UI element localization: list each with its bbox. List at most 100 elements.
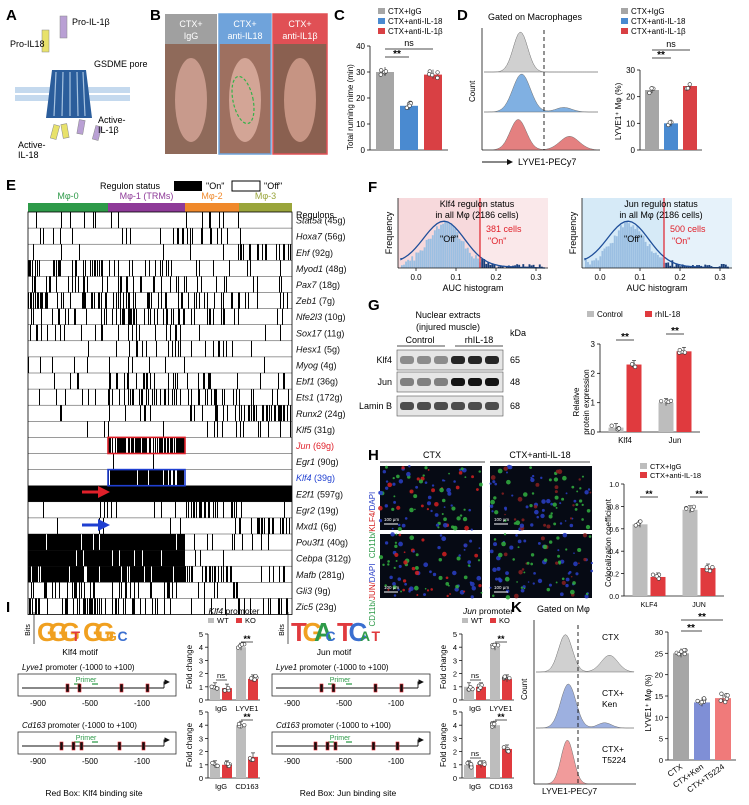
hist-bar <box>599 256 602 268</box>
regulon-label-pax7: Pax7 (18g) <box>296 280 340 290</box>
hist-bar <box>485 263 488 268</box>
hist-bar <box>499 266 502 268</box>
cell-dot <box>464 525 469 531</box>
data-point <box>629 362 635 367</box>
on-cells <box>108 550 185 567</box>
pro-il18-box <box>41 29 50 53</box>
bar <box>222 764 232 778</box>
data-point <box>723 699 728 705</box>
logo-letter: T <box>72 628 81 644</box>
pro-il18-label: Pro-IL18 <box>10 39 45 49</box>
cell-dot <box>426 501 432 506</box>
logo-letter: T <box>337 617 353 647</box>
hist-bar <box>613 235 616 268</box>
cell-dot <box>415 553 419 557</box>
cell-dot <box>509 545 514 550</box>
y-tick-label: 4 <box>453 643 457 652</box>
cell-dot <box>552 502 557 507</box>
cell-dot <box>393 594 397 597</box>
cell-dot <box>503 552 508 557</box>
cluster-bar-1 <box>108 203 185 212</box>
regulon-label-klf4: Klf4 (39g) <box>296 473 335 483</box>
muscle-anti-il18-tissue <box>229 58 261 142</box>
title-2: in all Mφ (2186 cells) <box>435 210 518 220</box>
on-cells <box>112 582 177 599</box>
on-block <box>28 485 108 502</box>
cell-dot <box>397 523 401 527</box>
cell-dot <box>557 560 562 564</box>
hist-bar <box>456 231 459 268</box>
active-il1b-label-2: IL-1β <box>98 125 119 135</box>
cell-dot <box>503 466 508 471</box>
cell-dot <box>426 589 430 592</box>
condition-label: CTX+ <box>602 688 624 698</box>
promoter-label: Lyve1 promoter (-1000 to +100) <box>22 663 135 672</box>
svg-text:CTX+IgG: CTX+IgG <box>388 7 422 16</box>
panel-letter-i: I <box>6 599 10 616</box>
hist-bar <box>675 264 678 268</box>
y-tick-label: 3 <box>199 656 203 665</box>
cell-dot <box>505 571 509 575</box>
k-ylabel2: LYVE1⁺ Mφ (%) <box>644 674 653 732</box>
y-tick-label: 0 <box>591 428 596 437</box>
cell-dot <box>540 536 545 541</box>
bar <box>476 764 486 778</box>
data-point <box>677 348 682 353</box>
cell-dot <box>565 577 570 582</box>
on-cells <box>122 228 184 245</box>
hist-bar <box>518 264 521 268</box>
data-point <box>225 761 231 766</box>
hist-bar <box>726 266 729 268</box>
cluster-label-2: Mφ-2 <box>201 191 222 201</box>
bits-label: Bits <box>25 624 32 636</box>
cluster-bar: Mφ-0 Mφ-1 (TRMs) Mφ-2 Mφ-3 <box>28 191 292 212</box>
svg-text:CD11b/KLF4/DAPI: CD11b/KLF4/DAPI <box>368 492 377 559</box>
cell-dot <box>463 548 466 551</box>
bar-1 <box>694 702 710 760</box>
cell-dot <box>540 513 545 519</box>
cell-dot <box>529 504 533 508</box>
hist-bar <box>585 259 587 268</box>
cell-dot <box>435 523 440 527</box>
hist-bar <box>644 241 647 268</box>
legend-wt-swatch <box>208 618 214 623</box>
svg-text:Control: Control <box>597 310 623 319</box>
cell-dot <box>478 547 481 550</box>
bar <box>490 725 500 778</box>
data-point <box>704 565 709 570</box>
bar <box>658 402 674 432</box>
hist-bar <box>405 261 407 268</box>
regulon-label-jun: Jun (69g) <box>295 441 334 451</box>
cell-dot <box>546 498 551 504</box>
cell-dot <box>463 575 468 580</box>
cell-dot <box>492 594 495 597</box>
hist-bar <box>493 264 496 268</box>
cell-dot <box>519 523 525 528</box>
bar <box>210 686 220 700</box>
cell-dot <box>506 464 512 470</box>
regulon-label-egr1: Egr1 (90g) <box>296 457 339 467</box>
on-block <box>239 485 292 502</box>
cell-dot <box>523 571 526 574</box>
blot-label: Lamin B <box>359 401 392 411</box>
category-label: Klf4 <box>618 436 632 445</box>
cluster-bar-3 <box>239 203 292 212</box>
bits-label: Bits <box>279 624 286 636</box>
legend-ko: KO <box>245 616 256 625</box>
on-cells <box>190 244 239 261</box>
hist-bar <box>704 264 707 268</box>
cell-dot <box>589 491 592 494</box>
on-cells <box>111 212 119 229</box>
on-cells <box>239 292 288 309</box>
y-tick-label: 2 <box>453 748 457 757</box>
photo-frame-red <box>272 13 328 155</box>
data-point <box>252 677 257 682</box>
off-label: "Off" <box>624 234 642 244</box>
cell-dot <box>423 562 429 568</box>
sig-star: ** <box>393 49 401 60</box>
on-cells <box>239 598 288 615</box>
y-tick-label: 0.0 <box>609 594 619 601</box>
cell-dot <box>462 516 468 522</box>
